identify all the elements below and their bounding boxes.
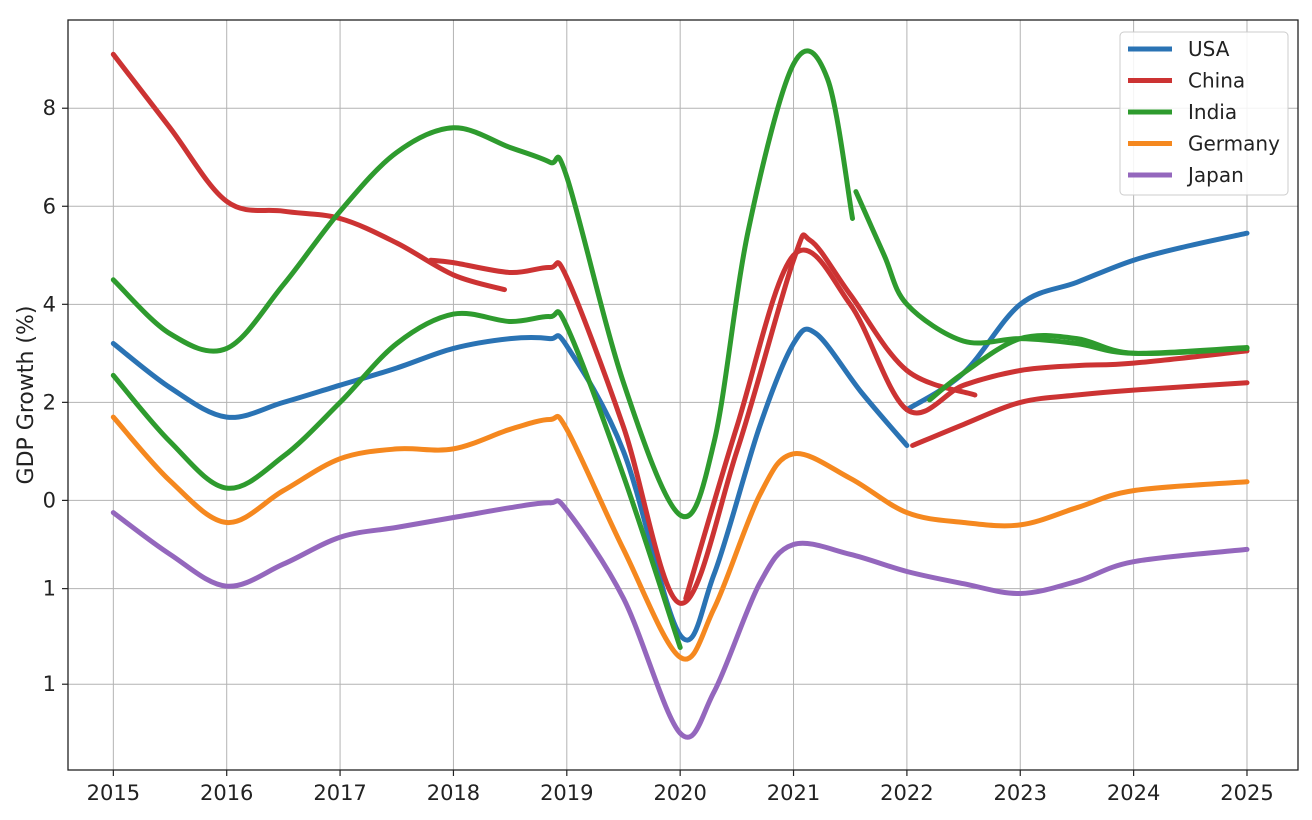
x-tick-label: 2016 (200, 781, 253, 805)
y-tick-label: 1 (43, 672, 56, 696)
series-line-germany-1 (110, 413, 1250, 662)
x-axis-ticks: 2015 2016 2017 2018 2019 2020 2021 2022 2023 2024… (87, 770, 1274, 805)
series-line-india-1 (110, 48, 855, 520)
x-tick-label: 2020 (653, 781, 706, 805)
series-line-china-2 (428, 232, 978, 606)
x-tick-label: 2022 (880, 781, 933, 805)
x-tick-label: 2018 (427, 781, 480, 805)
series-lines (110, 48, 1250, 740)
legend-label-china: China (1188, 69, 1245, 93)
y-tick-label: 0 (43, 488, 56, 512)
series-line-china-3 (683, 247, 1250, 601)
x-tick-label: 2025 (1220, 781, 1273, 805)
legend-label-japan: Japan (1186, 163, 1244, 187)
series-line-india-3 (110, 309, 683, 650)
x-tick-label: 2017 (313, 781, 366, 805)
series-line-usa-1 (110, 326, 910, 643)
x-tick-label: 2019 (540, 781, 593, 805)
y-tick-label: 2 (43, 390, 56, 414)
y-tick-label: 8 (43, 96, 56, 120)
legend-label-india: India (1188, 100, 1237, 124)
y-tick-label: 6 (43, 194, 56, 218)
series-line-india-4 (927, 332, 1250, 403)
y-axis-label: GDP Growth (%) (14, 306, 39, 485)
legend-label-germany: Germany (1188, 132, 1280, 156)
x-tick-label: 2015 (87, 781, 140, 805)
x-tick-label: 2023 (994, 781, 1047, 805)
plot-frame (67, 19, 1299, 771)
y-tick-label: 1 (43, 577, 56, 601)
legend-box (1119, 31, 1289, 196)
series-line-japan-1 (110, 498, 1250, 740)
series-line-usa-2 (904, 230, 1250, 413)
y-tick-label: 4 (43, 292, 56, 316)
legend-label-usa: USA (1188, 37, 1230, 61)
x-tick-label: 2024 (1107, 781, 1160, 805)
legend: USA China India Germany Japan (1119, 31, 1289, 196)
y-axis-ticks: 8 6 4 2 0 1 1 (43, 96, 68, 696)
series-line-china-4 (910, 380, 1250, 448)
x-tick-label: 2021 (767, 781, 820, 805)
series-line-china-1 (110, 51, 507, 293)
series-line-india-2 (853, 189, 1250, 356)
